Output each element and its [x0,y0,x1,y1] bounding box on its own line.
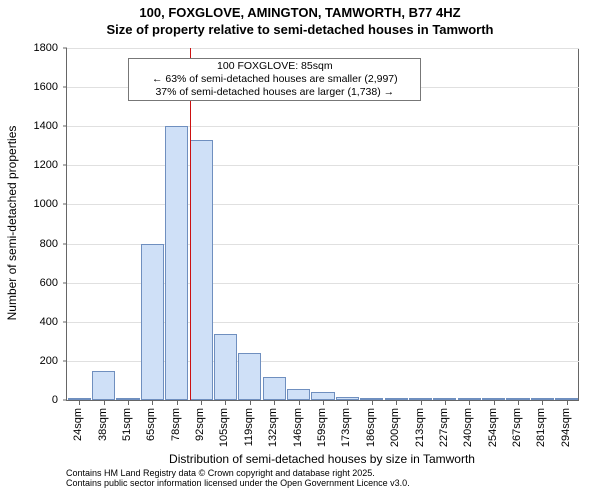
x-tick-mark [518,400,519,405]
x-axis-title: Distribution of semi-detached houses by … [66,452,578,466]
y-tick-mark [63,48,67,49]
annotation-line1: 100 FOXGLOVE: 85sqm [131,60,418,73]
y-tick-label: 0 [0,394,58,406]
x-tick-label: 132sqm [267,408,279,447]
y-tick-mark [63,204,67,205]
chart-container: { "title_line1": "100, FOXGLOVE, AMINGTO… [0,0,600,500]
annotation-box: 100 FOXGLOVE: 85sqm← 63% of semi-detache… [128,58,421,101]
histogram-bar [141,244,164,400]
x-tick-label: 227sqm [438,408,450,447]
x-tick-label: 38sqm [97,408,109,441]
y-tick-label: 1200 [0,159,58,171]
x-tick-label: 24sqm [72,408,84,441]
y-axis-title: Number of semi-detached properties [5,47,19,399]
y-tick-mark [63,126,67,127]
gridline [67,126,579,127]
x-tick-mark [469,400,470,405]
histogram-bar [190,140,213,400]
x-tick-mark [445,400,446,405]
x-tick-mark [567,400,568,405]
y-tick-mark [63,360,67,361]
y-tick-label: 800 [0,238,58,250]
histogram-bar [311,392,334,400]
x-tick-mark [177,400,178,405]
y-tick-label: 1000 [0,198,58,210]
x-tick-mark [225,400,226,405]
x-tick-label: 213sqm [414,408,426,447]
chart-title-line1: 100, FOXGLOVE, AMINGTON, TAMWORTH, B77 4… [0,5,600,20]
chart-footer: Contains HM Land Registry data © Crown c… [66,468,410,488]
gridline [67,204,579,205]
histogram-bar [238,353,261,400]
y-tick-label: 1600 [0,81,58,93]
x-tick-label: 78sqm [170,408,182,441]
x-tick-label: 240sqm [462,408,474,447]
footer-line1: Contains HM Land Registry data © Crown c… [66,468,410,478]
y-tick-mark [63,243,67,244]
x-tick-label: 294sqm [560,408,572,447]
y-tick-label: 400 [0,316,58,328]
x-tick-mark [79,400,80,405]
x-tick-label: 159sqm [316,408,328,447]
x-tick-mark [104,400,105,405]
x-tick-mark [152,400,153,405]
x-tick-label: 51sqm [121,408,133,441]
x-tick-label: 254sqm [487,408,499,447]
x-tick-label: 65sqm [145,408,157,441]
x-tick-label: 173sqm [340,408,352,447]
annotation-line3: 37% of semi-detached houses are larger (… [131,86,418,99]
histogram-bar [287,389,310,400]
x-tick-mark [396,400,397,405]
histogram-bar [165,126,188,400]
x-tick-mark [494,400,495,405]
x-tick-mark [542,400,543,405]
y-tick-label: 200 [0,355,58,367]
x-tick-label: 146sqm [292,408,304,447]
y-tick-mark [63,87,67,88]
gridline [67,48,579,49]
x-tick-mark [201,400,202,405]
y-tick-label: 600 [0,277,58,289]
x-tick-label: 267sqm [511,408,523,447]
x-tick-label: 105sqm [218,408,230,447]
y-tick-mark [63,321,67,322]
x-tick-mark [299,400,300,405]
x-tick-mark [274,400,275,405]
x-tick-mark [250,400,251,405]
y-tick-label: 1800 [0,42,58,54]
plot-area: 100 FOXGLOVE: 85sqm← 63% of semi-detache… [66,48,579,401]
x-tick-mark [421,400,422,405]
x-tick-label: 119sqm [243,408,255,446]
x-tick-mark [128,400,129,405]
histogram-bar [263,377,286,400]
gridline [67,165,579,166]
x-tick-mark [372,400,373,405]
y-tick-mark [63,165,67,166]
x-tick-mark [323,400,324,405]
histogram-bar [92,371,115,400]
x-tick-mark [347,400,348,405]
y-tick-mark [63,282,67,283]
x-tick-label: 186sqm [365,408,377,447]
y-tick-mark [63,400,67,401]
annotation-line2: ← 63% of semi-detached houses are smalle… [131,73,418,86]
x-tick-label: 200sqm [389,408,401,447]
histogram-bar [214,334,237,400]
x-tick-label: 92sqm [194,408,206,441]
footer-line2: Contains public sector information licen… [66,478,410,488]
y-tick-label: 1400 [0,120,58,132]
x-tick-label: 281sqm [535,408,547,447]
chart-title-line2: Size of property relative to semi-detach… [0,22,600,37]
